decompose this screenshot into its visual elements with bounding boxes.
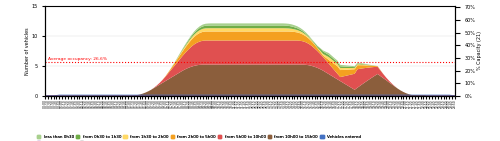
Text: Average occupancy: 26.6%: Average occupancy: 26.6% [48,57,107,61]
Y-axis label: % Capacity (21): % Capacity (21) [477,31,482,70]
Legend: less than 0h30, from 0h30 to 1h30, from 1h30 to 2h00, from 2h00 to 5h00, from 5h: less than 0h30, from 0h30 to 1h30, from … [37,135,361,139]
Y-axis label: Number of vehicles: Number of vehicles [24,27,29,75]
